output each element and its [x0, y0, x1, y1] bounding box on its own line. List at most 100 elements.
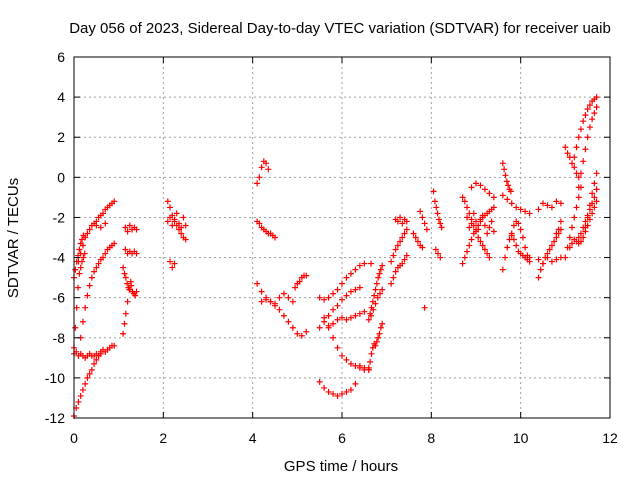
data-point	[475, 234, 482, 241]
data-point	[580, 118, 587, 125]
data-point	[325, 312, 332, 319]
data-point	[502, 172, 509, 179]
data-point	[258, 298, 265, 305]
data-point	[540, 260, 546, 267]
data-point	[519, 234, 526, 241]
data-point	[392, 268, 399, 275]
data-point	[464, 204, 471, 211]
y-tick-labels: -12 -10 -8 -6 -4 -2 0 2 4 6	[45, 49, 65, 426]
data-point	[171, 260, 178, 267]
data-point	[365, 366, 372, 373]
data-point	[164, 198, 171, 205]
data-point	[325, 324, 332, 331]
data-point	[82, 380, 89, 387]
data-point	[526, 258, 533, 265]
data-point	[466, 224, 473, 231]
data-point	[180, 214, 187, 221]
data-point	[88, 274, 95, 281]
data-point	[490, 194, 497, 201]
data-point	[132, 292, 139, 299]
data-point	[280, 290, 287, 297]
data-point	[124, 298, 131, 305]
data-point	[484, 230, 491, 237]
data-point	[100, 210, 107, 217]
data-point	[95, 260, 102, 267]
data-point	[91, 268, 98, 275]
data-point	[72, 266, 79, 273]
data-point	[122, 246, 129, 253]
data-point	[133, 226, 140, 233]
data-point	[481, 246, 488, 253]
data-point	[584, 106, 591, 113]
data-point	[164, 218, 171, 225]
data-point	[479, 212, 486, 219]
data-point	[133, 288, 140, 295]
data-point	[591, 204, 598, 211]
data-point	[334, 316, 341, 323]
data-point	[421, 220, 428, 227]
data-point	[334, 286, 341, 293]
axis-ticks	[73, 56, 611, 419]
data-point	[468, 184, 475, 191]
data-point	[263, 296, 270, 303]
data-point	[330, 390, 337, 397]
data-point	[122, 274, 129, 281]
data-point	[557, 200, 564, 207]
y-axis-label: SDTVAR / TECUs	[5, 178, 22, 298]
data-point	[571, 164, 578, 171]
data-point	[553, 198, 560, 205]
data-point	[356, 262, 363, 269]
data-point	[437, 220, 444, 227]
data-point	[339, 352, 345, 359]
y-tick-label: -6	[53, 290, 66, 306]
data-point	[256, 220, 263, 227]
data-point	[368, 350, 375, 357]
data-point	[316, 324, 323, 331]
data-point	[586, 202, 593, 209]
data-point	[435, 250, 442, 257]
data-point	[589, 116, 596, 123]
data-point	[77, 264, 84, 271]
data-point	[586, 102, 593, 109]
data-point	[373, 280, 380, 287]
data-point	[582, 228, 589, 235]
data-point	[330, 290, 337, 297]
data-point	[399, 234, 406, 241]
data-point	[584, 222, 591, 229]
data-point	[379, 262, 386, 269]
data-point	[473, 218, 479, 225]
data-point	[127, 278, 134, 285]
data-point	[501, 166, 508, 173]
data-point	[289, 298, 296, 305]
y-tick-label: -10	[45, 370, 65, 386]
data-point	[276, 306, 283, 313]
data-point	[486, 254, 493, 261]
data-point	[93, 264, 100, 271]
data-point	[303, 328, 310, 335]
data-point	[352, 312, 359, 319]
data-point	[321, 296, 328, 303]
data-point	[316, 294, 323, 301]
data-point	[347, 270, 354, 277]
data-point	[93, 356, 100, 363]
data-point	[517, 206, 524, 213]
data-point	[171, 218, 178, 225]
data-point	[461, 254, 468, 261]
data-point	[352, 266, 359, 273]
data-point	[566, 244, 573, 251]
data-point	[535, 256, 542, 263]
data-point	[102, 220, 109, 227]
data-point	[376, 290, 383, 297]
data-point	[548, 242, 555, 249]
data-point	[339, 280, 345, 287]
data-point	[343, 274, 350, 281]
data-point	[175, 220, 182, 227]
data-point	[464, 214, 471, 221]
data-point	[577, 126, 584, 133]
data-point	[100, 254, 107, 261]
data-point	[486, 190, 493, 197]
data-point	[575, 174, 582, 181]
data-point	[347, 360, 354, 367]
data-point	[339, 314, 345, 321]
data-point	[504, 244, 511, 251]
